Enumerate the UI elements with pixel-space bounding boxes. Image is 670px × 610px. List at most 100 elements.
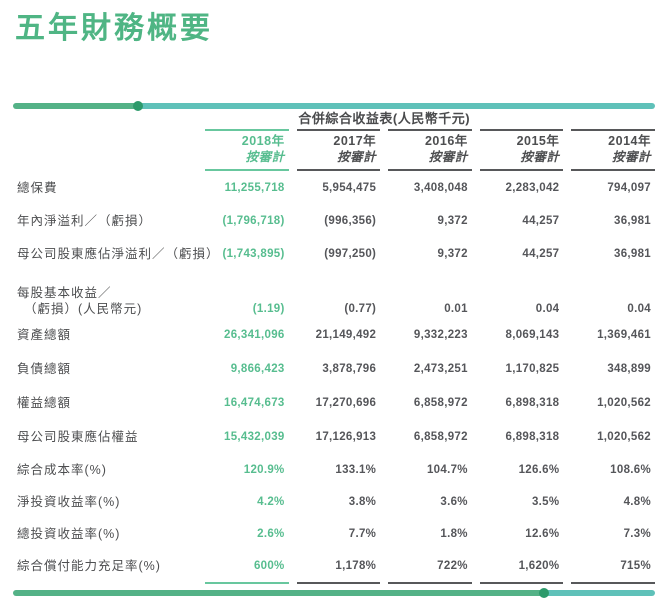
cell-value: 9,372 xyxy=(437,214,468,227)
table-row: 資產總額 26,341,096 21,149,492 9,332,223 8,069,1… xyxy=(13,318,655,352)
cell-value: 3.8% xyxy=(348,496,377,508)
row-label-line1: 綜合成本率(%) xyxy=(17,463,107,477)
cell-value: 1,369,461 xyxy=(597,329,651,341)
cell-value: 1,170,825 xyxy=(505,363,560,375)
cell-value: 1.8% xyxy=(440,528,468,540)
cell-value: 15,432,039 xyxy=(224,431,285,443)
cell-value: 44,257 xyxy=(522,214,560,227)
table-row: 總保費 11,255,718 5,954,475 3,408,048 2,283,042… xyxy=(13,171,655,204)
header-label-spacer xyxy=(13,129,197,171)
cell-value: 6,858,972 xyxy=(413,397,468,409)
table-row: 母公司股東應佔淨溢利／（虧損） (1,743,895) (997,250) 9,372… xyxy=(13,237,655,270)
column-header-2014: 2014年按審計 xyxy=(571,129,655,171)
cell-value: 6,858,972 xyxy=(413,431,468,443)
top-bar-dot xyxy=(133,101,143,111)
bottom-rule-2018 xyxy=(205,582,289,584)
column-header-2015: 2015年按審計 xyxy=(479,129,564,171)
bottom-rule-2017 xyxy=(296,582,381,584)
cell-value: 1,620% xyxy=(518,560,560,572)
cell-value: (0.77) xyxy=(344,303,377,315)
table-row: 綜合成本率(%) 120.9% 133.1% 104.7% 126.6% 108.6% xyxy=(13,454,655,486)
row-label: 資產總額 xyxy=(13,327,197,343)
row-label: 綜合成本率(%) xyxy=(13,462,197,478)
cell-value: 4.8% xyxy=(623,496,651,508)
cell-value: 7.7% xyxy=(348,528,377,540)
column-header-2016: 2016年 按審計 xyxy=(388,129,472,171)
cell-value: 3.6% xyxy=(440,496,468,508)
cell-value: 8,069,143 xyxy=(505,329,560,341)
cell-value: 9,332,223 xyxy=(413,329,468,341)
row-label-line1: 淨投資收益率(%) xyxy=(17,495,121,509)
page-title: 五年財務概要 xyxy=(15,12,213,45)
column-header-2017: 2017年按審計 xyxy=(296,129,381,171)
cell-value: 2,283,042 xyxy=(505,181,560,194)
row-label: 總投資收益率(%) xyxy=(13,526,197,542)
cell-value: 120.9% xyxy=(243,464,285,476)
cell-value: 3,878,796 xyxy=(322,363,377,375)
row-label-line1: 資產總額 xyxy=(17,328,72,342)
bottom-rule-2016 xyxy=(388,582,472,584)
column-year: 2014年 xyxy=(608,134,651,148)
cell-value: 44,257 xyxy=(522,247,560,260)
cell-value: 108.6% xyxy=(610,464,651,476)
table-title: 合併綜合收益表(人民幣千元) xyxy=(298,111,471,126)
bottom-rule-2015 xyxy=(479,582,564,584)
cell-value: 3,408,048 xyxy=(413,181,468,194)
column-year: 2015年 xyxy=(516,134,560,148)
cell-value: (1.19) xyxy=(252,303,285,315)
cell-value: 0.04 xyxy=(535,303,560,315)
cell-value: 26,341,096 xyxy=(224,329,285,341)
row-label-line2: （虧損）(人民幣元) xyxy=(24,302,143,316)
column-year: 2017年 xyxy=(333,134,377,148)
bottom-bar-teal-segment xyxy=(547,590,655,596)
row-label: 總保費 xyxy=(13,180,197,196)
cell-value: 36,981 xyxy=(614,214,651,227)
cell-value: 6,898,318 xyxy=(505,431,560,443)
cell-value: 794,097 xyxy=(607,181,651,194)
row-label-line1: 總投資收益率(%) xyxy=(17,527,121,541)
row-label: 權益總額 xyxy=(13,395,197,411)
table-row: 淨投資收益率(%) 4.2% 3.8% 3.6% 3.5% 4.8% xyxy=(13,486,655,518)
column-basis: 按審計 xyxy=(337,150,377,164)
cell-value: 3.5% xyxy=(531,496,560,508)
column-basis: 按審計 xyxy=(245,150,285,164)
row-label-line1: 母公司股東應佔淨溢利／（虧損） xyxy=(17,246,220,261)
cell-value: 17,126,913 xyxy=(315,431,377,443)
bottom-rule-2014 xyxy=(571,582,655,584)
cell-value: 36,981 xyxy=(614,247,651,260)
cell-value: 104.7% xyxy=(426,464,468,476)
cell-value: 17,270,696 xyxy=(315,397,377,409)
table-title-row: 合併綜合收益表(人民幣千元) xyxy=(13,108,655,129)
column-year: 2016年 xyxy=(424,134,468,148)
cell-value: (996,356) xyxy=(324,214,377,227)
cell-value: 0.04 xyxy=(627,303,651,315)
cell-value: 600% xyxy=(253,560,285,572)
table-row: 母公司股東應佔權益 15,432,039 17,126,913 6,858,972 6,… xyxy=(13,420,655,454)
table-bottom-rules xyxy=(13,582,655,584)
cell-value: 11,255,718 xyxy=(224,181,285,194)
column-basis: 按審計 xyxy=(520,150,560,164)
table-row: 負債總額 9,866,423 3,878,796 2,473,251 1,170,825… xyxy=(13,352,655,386)
cell-value: 2.6% xyxy=(257,528,285,540)
cell-value: 348,899 xyxy=(607,363,651,375)
row-label: 綜合償付能力充足率(%) xyxy=(13,558,197,574)
cell-value: 5,954,475 xyxy=(322,181,377,194)
table-row: 總投資收益率(%) 2.6% 7.7% 1.8% 12.6% 7.3% xyxy=(13,518,655,550)
table-row: 每股基本收益／ （虧損）(人民幣元) (1.19) (0.77) 0.01 0.04 0.0… xyxy=(13,270,655,318)
row-label: 負債總額 xyxy=(13,361,197,377)
row-label: 母公司股東應佔淨溢利／（虧損） xyxy=(13,246,220,262)
five-year-financial-table: 合併綜合收益表(人民幣千元) 2018年 按審計 2017年 按審計 2016年 按審計 2… xyxy=(13,108,655,584)
table-row: 綜合償付能力充足率(%) 600% 1,178% 722% 1,620% 715% xyxy=(13,550,655,582)
cell-value: 9,866,423 xyxy=(230,363,285,375)
top-bar-teal-segment xyxy=(141,103,655,109)
column-year: 2018年 xyxy=(241,134,285,148)
cell-value: 722% xyxy=(437,560,468,572)
row-label: 淨投資收益率(%) xyxy=(13,494,197,510)
cell-value: 126.6% xyxy=(518,464,560,476)
cell-value: 1,178% xyxy=(335,560,377,572)
row-label-line1: 權益總額 xyxy=(17,396,72,410)
column-basis: 按審計 xyxy=(611,150,651,164)
cell-value: 2,473,251 xyxy=(413,363,468,375)
cell-value: 7.3% xyxy=(623,528,651,540)
